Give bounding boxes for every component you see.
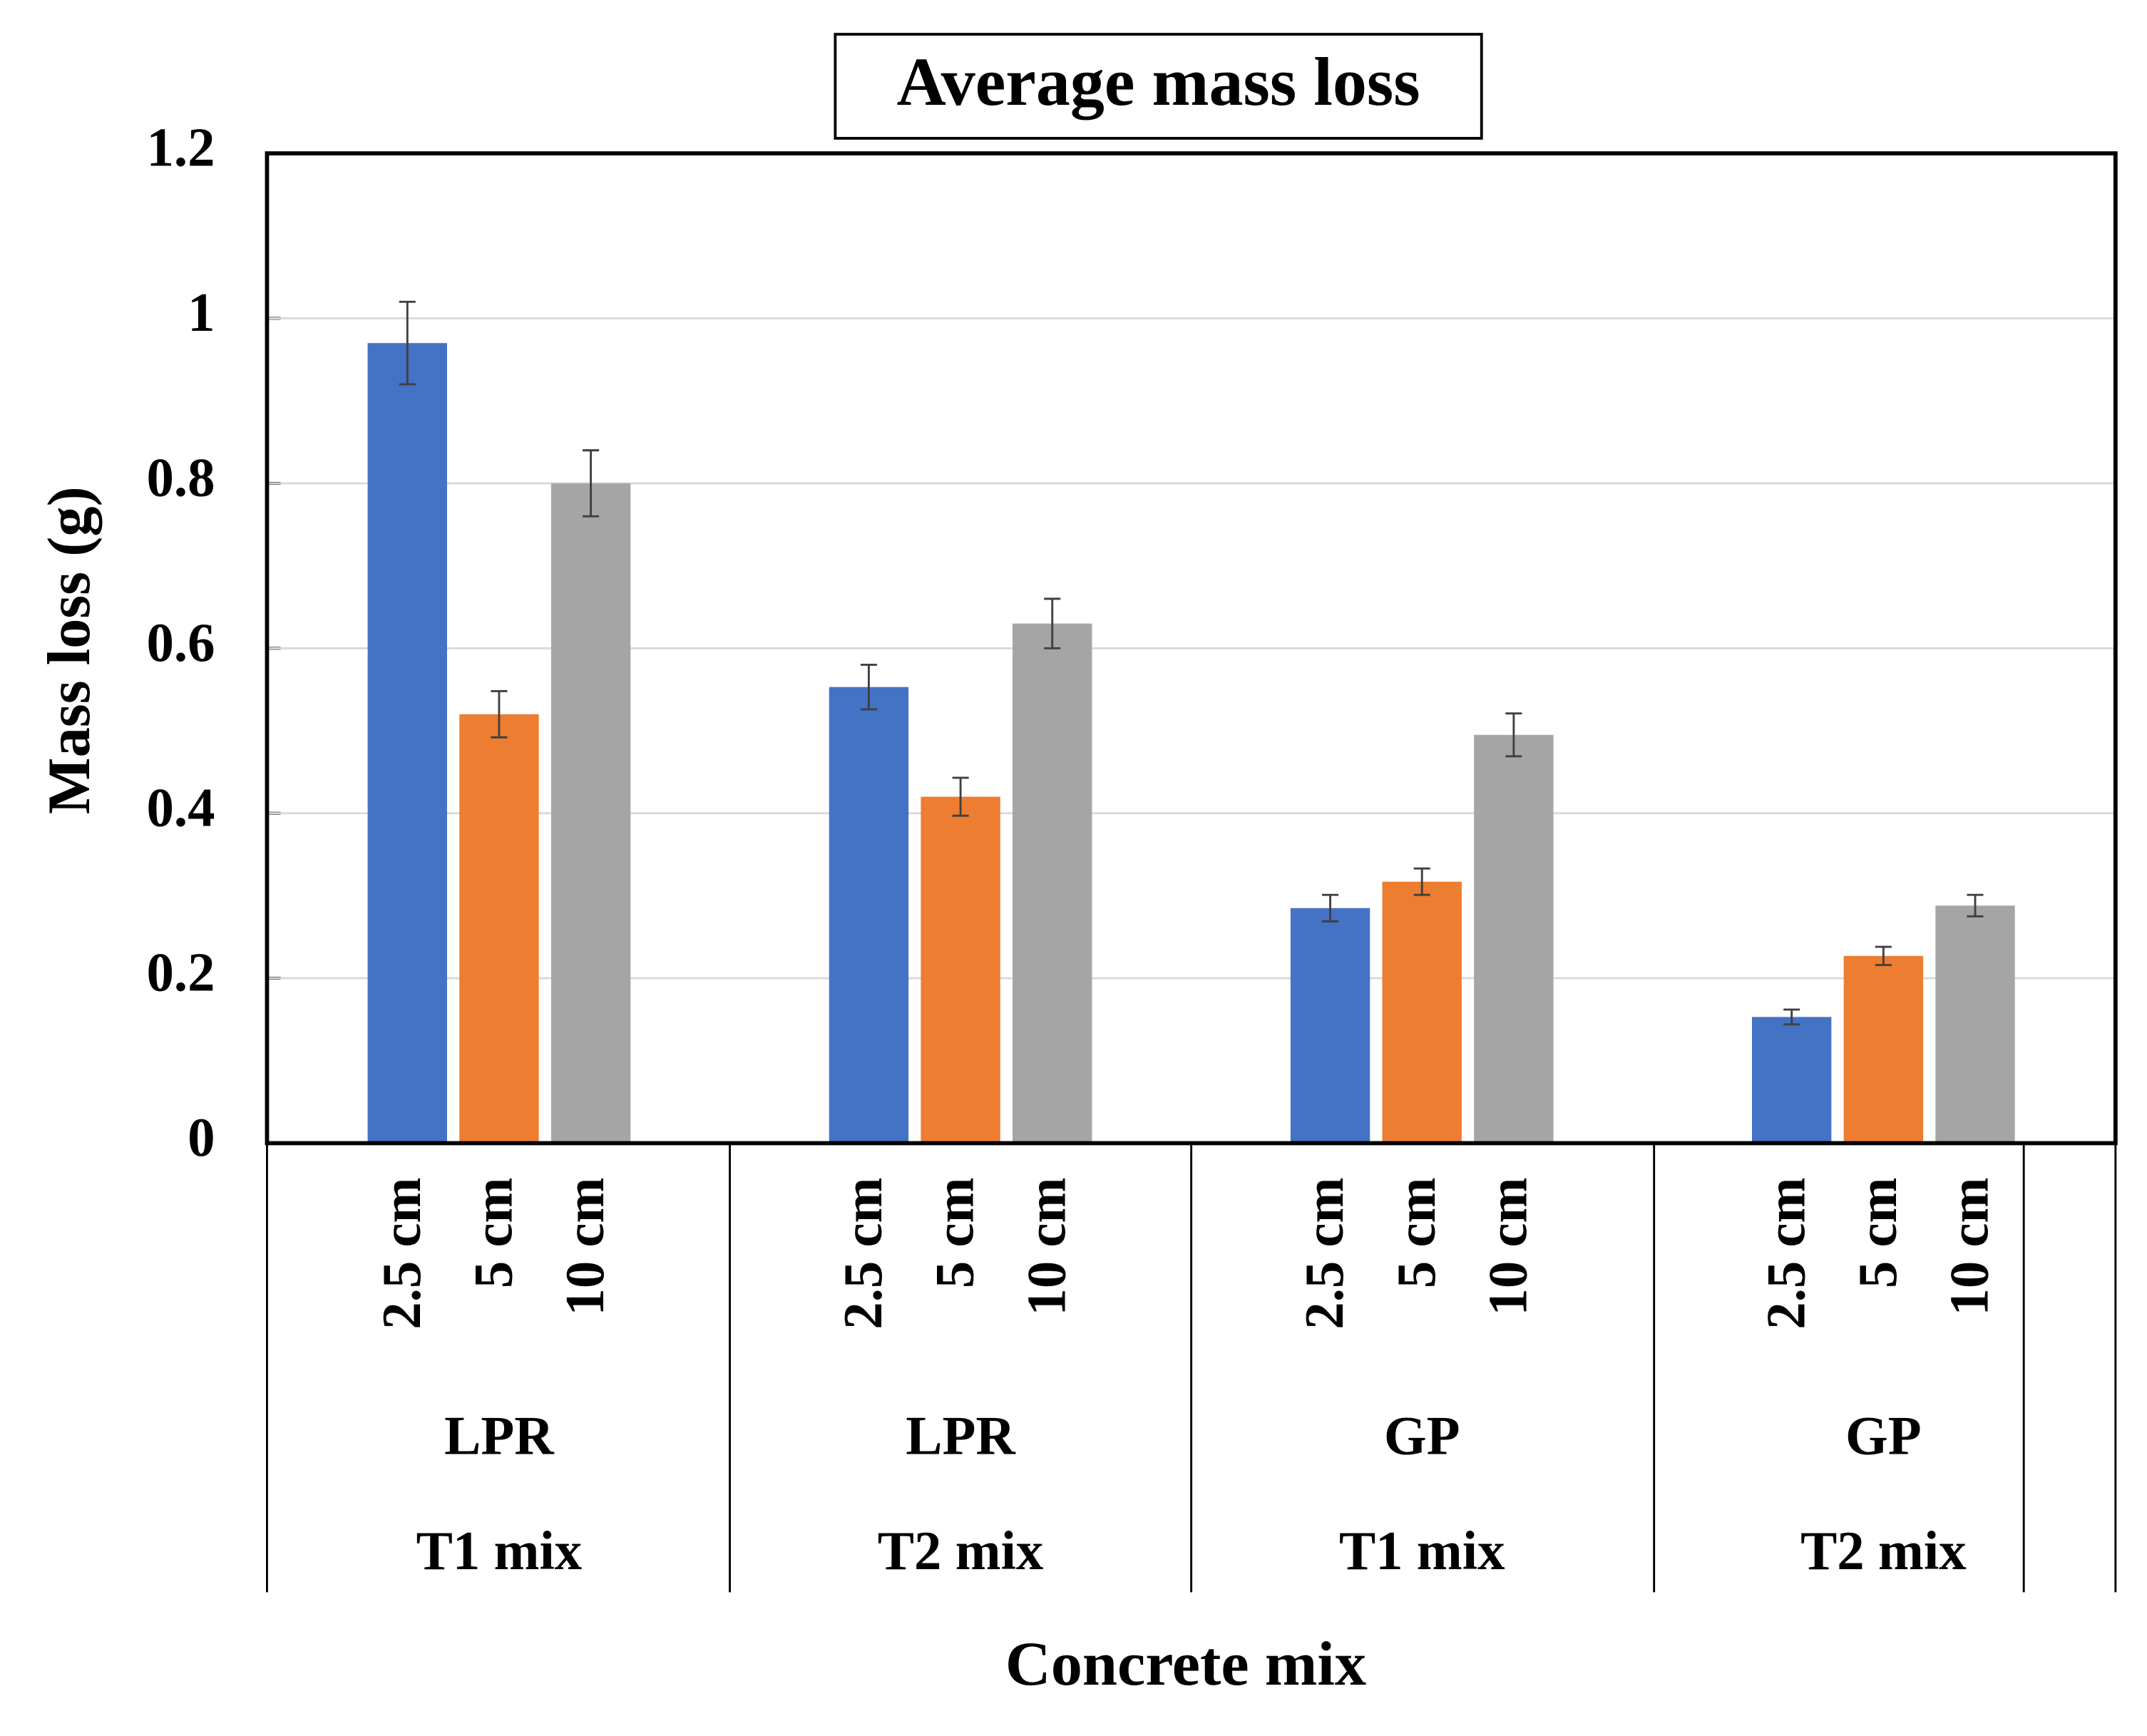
bar	[1935, 905, 2015, 1144]
y-tick-label: 0.2	[146, 943, 215, 1003]
x-tick-label: 10 cm	[555, 1177, 615, 1315]
x-tick-label: 5 cm	[463, 1177, 524, 1288]
group-mix-label: T1 mix	[416, 1521, 583, 1581]
group-mix-label: T2 mix	[878, 1521, 1044, 1581]
y-tick-label: 0.6	[146, 612, 215, 673]
x-tick-label: 10 cm	[1016, 1177, 1077, 1315]
bar	[459, 714, 539, 1144]
bar	[1751, 1017, 1832, 1144]
group-mix-label: T2 mix	[1800, 1521, 1967, 1581]
bar	[367, 343, 447, 1144]
x-axis-label: Concrete mix	[1005, 1629, 1366, 1699]
y-tick-label: 0.4	[146, 777, 215, 838]
group-mix-label: T1 mix	[1339, 1521, 1505, 1581]
x-tick-label: 5 cm	[1386, 1177, 1447, 1288]
title-box	[834, 33, 1483, 140]
y-tick-label: 0.8	[146, 448, 215, 508]
bar	[921, 796, 1000, 1144]
bar	[1382, 881, 1462, 1144]
bar	[1290, 908, 1370, 1144]
x-tick-label: 10 cm	[1940, 1177, 2000, 1315]
chart-title: Average mass loss	[897, 43, 1420, 120]
x-tick-label: 2.5 cm	[1294, 1177, 1355, 1329]
x-tick-label: 2.5 cm	[833, 1177, 893, 1329]
group-material-label: LPR	[906, 1406, 1016, 1467]
category-dividers	[266, 1143, 2117, 1593]
x-tick-label: 5 cm	[925, 1177, 985, 1288]
bar	[550, 483, 631, 1144]
group-material-label: GP	[1384, 1406, 1460, 1467]
group-material-label: GP	[1845, 1406, 1922, 1467]
bar	[1013, 623, 1092, 1144]
y-tick-label: 1	[188, 282, 215, 343]
y-axis-label: Mass loss (g)	[36, 486, 103, 814]
group-material-label: LPR	[444, 1406, 555, 1467]
x-tick-label: 10 cm	[1477, 1177, 1538, 1315]
bar	[829, 687, 909, 1144]
x-tick-label: 2.5 cm	[1756, 1177, 1816, 1329]
plot-frame	[265, 151, 2118, 1146]
bar	[1474, 734, 1554, 1144]
y-tick-label: 1.2	[146, 118, 215, 178]
bar	[1843, 955, 1924, 1144]
x-tick-label: 5 cm	[1848, 1177, 1908, 1288]
x-tick-label: 2.5 cm	[372, 1177, 432, 1329]
y-tick-label: 0	[188, 1107, 215, 1168]
